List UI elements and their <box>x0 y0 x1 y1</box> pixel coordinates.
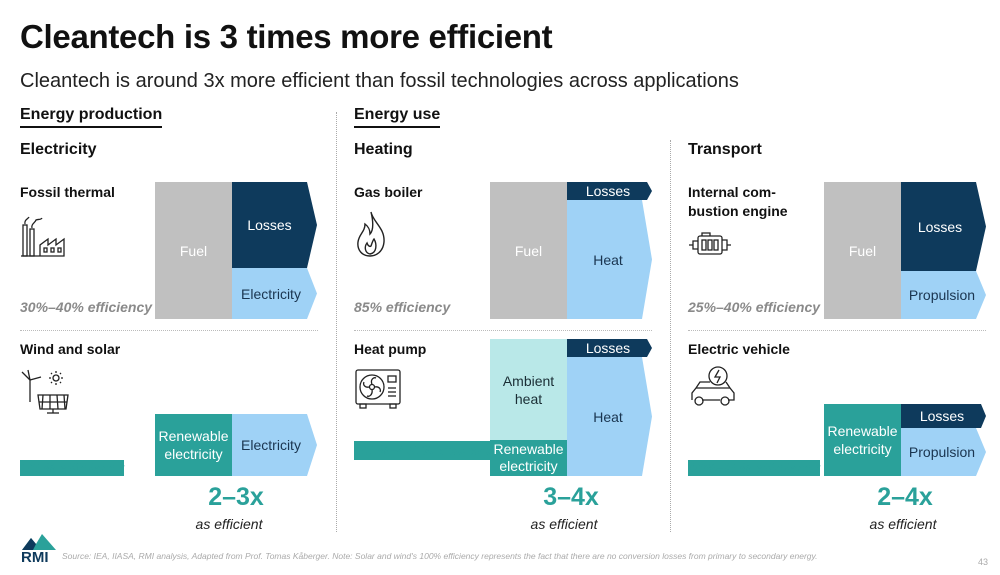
as-efficient-label: as efficient <box>530 516 598 532</box>
column-divider <box>670 140 671 532</box>
losses-arrow: Losses <box>901 404 986 428</box>
column-heading-electricity: Electricity <box>20 141 97 158</box>
output-label-propulsion: Propulsion <box>908 287 976 303</box>
output-label-heat: Heat <box>593 408 623 425</box>
efficiency-ice: 25%–40% efficiency <box>688 299 821 315</box>
section-energy-production: Energy production <box>20 106 163 128</box>
rmi-logo-icon <box>22 534 56 555</box>
electric-car-icon <box>688 364 738 415</box>
engine-icon <box>688 232 732 263</box>
losses-arrow: Losses <box>567 182 652 200</box>
row-divider <box>354 330 652 331</box>
multiplier-transport: 2–4x <box>877 483 933 511</box>
efficiency-wind-solar: 100% efficiency <box>20 460 125 476</box>
output-label-electricity: Electricity <box>241 437 301 453</box>
row-label-wind-solar: Wind and solar <box>20 341 121 357</box>
page-title: Cleantech is 3 times more efficient <box>20 18 553 55</box>
column-heading-transport: Transport <box>688 141 762 158</box>
losses-label: Losses <box>585 183 631 199</box>
output-arrow: Electricity <box>232 268 317 319</box>
column-divider <box>336 112 337 532</box>
losses-arrow: Losses <box>567 339 652 357</box>
rmi-logo-text: RMI <box>21 549 49 566</box>
row-divider <box>20 330 318 331</box>
efficiency-fossil-thermal: 30%–40% efficiency <box>20 299 153 315</box>
output-label-heat: Heat <box>593 251 623 268</box>
output-label-electricity: Electricity <box>241 285 301 302</box>
fuel-block: Fuel <box>490 182 567 319</box>
renewable-input-block: Renewable electricity <box>155 414 232 476</box>
efficiency-heat-pump: 300%–400% efficiency <box>354 441 502 460</box>
as-efficient-label: as efficient <box>869 516 937 532</box>
fuel-block: Fuel <box>155 182 232 319</box>
losses-arrow: Losses <box>232 182 317 268</box>
losses-arrow: Losses <box>901 182 986 271</box>
column-heading-heating: Heating <box>354 141 413 158</box>
multiplier-heating: 3–4x <box>543 483 599 511</box>
losses-label: Losses <box>585 340 631 356</box>
output-arrow: Electricity <box>232 414 317 476</box>
row-label-fossil-thermal: Fossil thermal <box>20 184 115 200</box>
wind-solar-icon <box>20 368 70 419</box>
flame-icon <box>354 210 388 263</box>
efficiency-electric-vehicle: 80%–90% efficiency <box>688 460 821 476</box>
row-label-electric-vehicle: Electric vehicle <box>688 341 790 357</box>
output-arrow: Propulsion <box>901 428 986 476</box>
row-label-heat-pump: Heat pump <box>354 341 427 357</box>
losses-label: Losses <box>917 218 963 235</box>
fuel-block: Fuel <box>824 182 901 319</box>
output-arrow: Heat <box>567 200 652 319</box>
renewable-input-block: Renewable electricity <box>824 404 901 476</box>
losses-label: Losses <box>919 408 965 424</box>
renewable-input-block: Renewable electricity <box>490 440 567 476</box>
as-efficient-label: as efficient <box>195 516 263 532</box>
factory-icon <box>20 215 66 264</box>
heat-pump-icon <box>354 368 402 415</box>
efficiency-gas-boiler: 85% efficiency <box>354 299 451 315</box>
losses-label: Losses <box>247 217 292 233</box>
output-label-propulsion: Propulsion <box>908 444 976 460</box>
source-note: Source: IEA, IIASA, RMI analysis, Adapte… <box>62 551 818 561</box>
output-arrow: Heat <box>567 357 652 476</box>
page-subtitle: Cleantech is around 3x more efficient th… <box>20 70 739 92</box>
section-energy-use: Energy use <box>354 106 441 128</box>
row-divider <box>688 330 986 331</box>
row-label-ice: Internal com-bustion engine <box>688 184 788 219</box>
output-arrow: Propulsion <box>901 271 986 319</box>
page-number: 43 <box>977 557 988 567</box>
row-label-gas-boiler: Gas boiler <box>354 184 423 200</box>
multiplier-electricity: 2–3x <box>208 483 264 511</box>
ambient-heat-block: Ambient heat <box>490 339 567 440</box>
